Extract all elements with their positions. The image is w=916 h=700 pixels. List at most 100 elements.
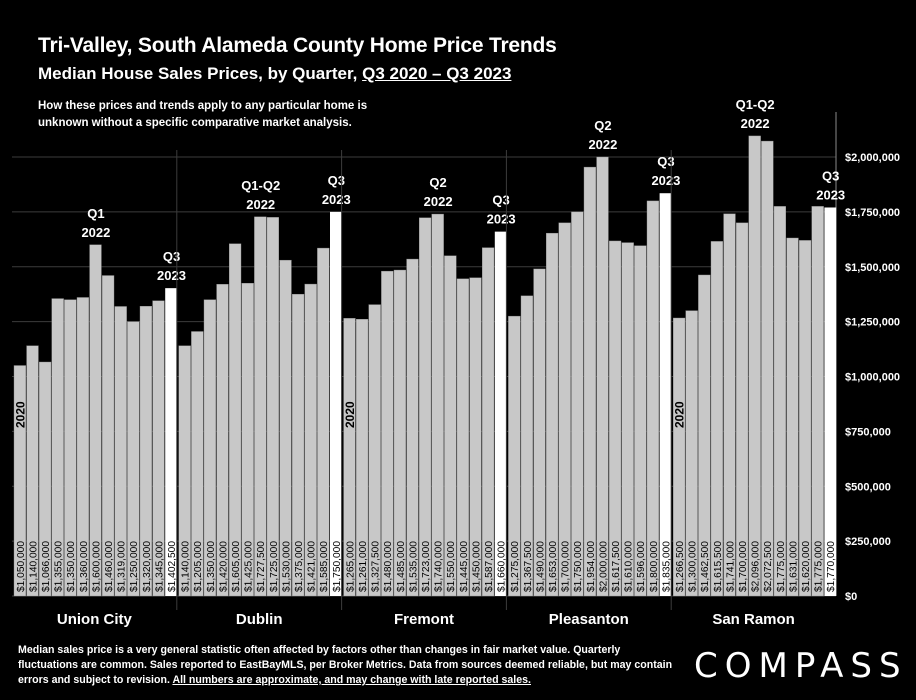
bar-value-label: $1,450,000 — [471, 541, 482, 592]
bar-value-label: $1,266,500 — [675, 541, 686, 592]
chart-title: Tri-Valley, South Alameda County Home Pr… — [38, 34, 557, 57]
bar-value-label: $1,265,000 — [345, 541, 356, 592]
bar — [431, 213, 444, 597]
y-tick-label: $1,000,000 — [845, 372, 900, 384]
bar-value-label: $1,700,000 — [561, 541, 572, 592]
bar — [216, 284, 229, 597]
bar — [685, 310, 698, 597]
bar — [533, 268, 546, 597]
bar — [139, 306, 153, 597]
bar-annotation: 2023 — [322, 192, 351, 207]
bar-annotation: 2023 — [816, 187, 845, 202]
bar-value-label: $1,725,000 — [269, 541, 280, 592]
bar — [64, 299, 77, 597]
bar — [178, 345, 191, 597]
bar — [254, 216, 267, 597]
bar — [811, 206, 824, 597]
bar-value-label: $1,375,000 — [294, 541, 305, 592]
bar — [558, 222, 571, 597]
bar — [330, 211, 342, 596]
year-label: 2020 — [673, 401, 687, 428]
bar-value-label: $1,462,500 — [700, 541, 711, 592]
bar — [773, 206, 787, 597]
bar-annotation: Q3 — [822, 168, 839, 183]
bar-annotation: 2022 — [424, 194, 453, 209]
category-label: Union City — [57, 611, 133, 628]
bar-annotation: Q1-Q2 — [736, 97, 775, 112]
bar-value-label: $1,140,000 — [28, 541, 39, 592]
bar — [191, 331, 204, 597]
bar-value-label: $1,585,000 — [319, 541, 330, 592]
bar-value-label: $1,355,000 — [54, 541, 65, 592]
bar — [406, 258, 419, 597]
bar — [114, 306, 127, 597]
bar-value-label: $2,096,000 — [751, 541, 762, 592]
bar — [381, 270, 394, 597]
bar — [393, 269, 407, 597]
bar — [673, 317, 686, 597]
bar — [51, 298, 64, 597]
y-tick-label: $1,500,000 — [845, 262, 900, 274]
bar-value-label: $1,480,000 — [383, 541, 394, 592]
bar-value-label: $1,367,500 — [523, 541, 534, 592]
bar — [13, 365, 27, 597]
year-label: 2020 — [343, 401, 357, 428]
bar-value-label: $1,485,000 — [396, 541, 407, 592]
bar-value-label: $1,327,500 — [371, 541, 382, 592]
bar-annotation: 2022 — [81, 225, 110, 240]
bar-annotation: 2023 — [651, 173, 680, 188]
bar-value-label: $1,445,000 — [459, 541, 470, 592]
bar — [494, 231, 507, 596]
bar — [596, 156, 609, 597]
bar-value-label: $1,140,000 — [181, 541, 192, 592]
bar-annotation: 2023 — [157, 268, 186, 283]
bar — [456, 278, 470, 597]
bar-value-label: $1,587,000 — [484, 541, 495, 592]
bar — [304, 283, 317, 597]
bar — [799, 240, 812, 597]
category-label: Fremont — [394, 611, 454, 628]
bar-value-label: $1,775,000 — [814, 541, 825, 592]
bar-value-label: $1,954,000 — [586, 541, 597, 592]
bar-value-label: $1,050,000 — [16, 541, 27, 592]
y-tick-label: $1,750,000 — [845, 207, 900, 219]
bar — [419, 217, 432, 597]
bar-value-label: $1,350,000 — [66, 541, 77, 592]
bar-value-label: $1,319,000 — [117, 541, 128, 592]
bar — [583, 166, 597, 597]
bar-value-label: $1,723,000 — [421, 541, 432, 592]
bar-annotation: Q2 — [429, 175, 446, 190]
bar — [634, 245, 647, 597]
bar — [723, 213, 736, 597]
bar-value-label: $1,425,000 — [244, 541, 255, 592]
bar-value-label: $1,066,000 — [41, 541, 52, 592]
footnote-underlined: All numbers are approximate, and may cha… — [172, 674, 531, 686]
bar — [317, 247, 330, 597]
bar — [444, 255, 457, 597]
bar-value-label: $1,550,000 — [446, 541, 457, 592]
bar-value-label: $1,350,000 — [206, 541, 217, 592]
bar-annotation: Q3 — [657, 154, 674, 169]
bar — [343, 318, 356, 597]
bar — [736, 222, 749, 597]
bar — [786, 237, 799, 597]
bar-value-label: $1,596,000 — [636, 541, 647, 592]
bar — [546, 232, 559, 597]
bar-value-label: $1,320,000 — [142, 541, 153, 592]
bar-value-label: $1,402,500 — [167, 541, 178, 592]
bar — [609, 240, 622, 597]
bar-value-label: $1,530,000 — [281, 541, 292, 592]
bar-value-label: $1,610,000 — [624, 541, 635, 592]
bar — [621, 242, 634, 597]
bar-annotation: Q3 — [328, 173, 345, 188]
y-tick-label: $2,000,000 — [845, 152, 900, 164]
bar — [698, 274, 711, 597]
bar — [761, 140, 774, 597]
bar — [241, 283, 254, 597]
bar — [39, 361, 52, 597]
bar — [101, 275, 115, 597]
bar — [646, 200, 660, 597]
bar — [76, 297, 90, 597]
bar-value-label: $1,460,000 — [104, 541, 115, 592]
